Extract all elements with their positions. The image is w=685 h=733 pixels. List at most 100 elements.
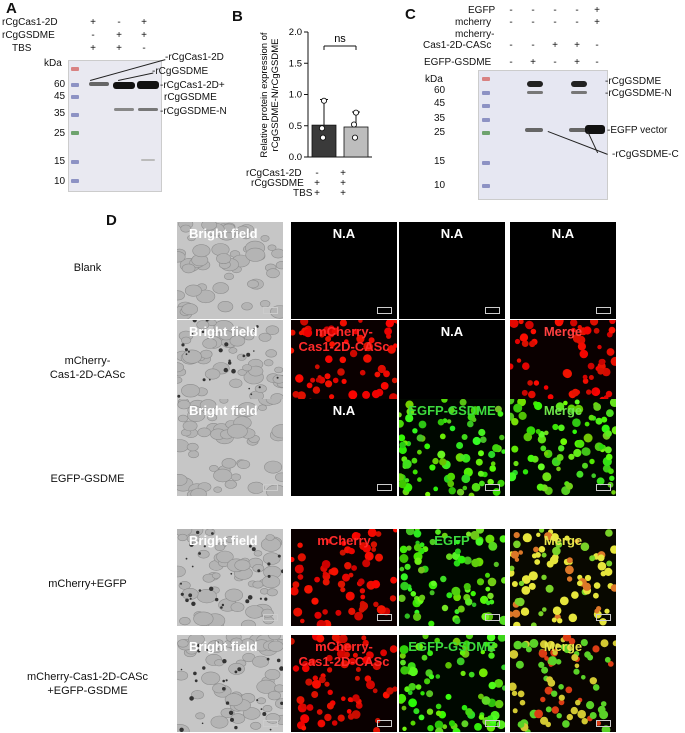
cell-outline [192, 244, 211, 258]
fluorescent-cell [300, 320, 309, 326]
fluorescent-cell [536, 483, 544, 491]
fluorescent-cell [547, 656, 557, 666]
fluorescent-cell [368, 337, 375, 344]
cell-outline [271, 248, 283, 259]
scale-bar [485, 484, 500, 491]
fluorescent-cell [364, 675, 372, 682]
band-label: -rCgCas1-2D+ [160, 80, 225, 91]
fluorescent-cell [600, 639, 609, 648]
fluorescent-cell [577, 325, 582, 330]
fluorescent-cell [480, 649, 485, 655]
fluorescent-cell [547, 394, 554, 400]
cell-outline [228, 663, 245, 675]
cell-outline [193, 611, 214, 626]
scale-bar [596, 720, 611, 727]
dark-spot [269, 728, 272, 731]
fluorescent-cell [456, 657, 465, 666]
fluorescent-cell [456, 442, 464, 449]
cell-texture [177, 635, 283, 732]
fluorescent-cell [391, 377, 397, 384]
fluorescent-cell [497, 635, 505, 642]
cell-outline [236, 225, 250, 236]
cell-outline [275, 261, 283, 270]
dark-spot [225, 679, 228, 682]
fluorescent-cell [588, 414, 595, 421]
fluorescent-cell [596, 720, 601, 726]
fluorescent-cell [404, 563, 411, 570]
fluorescent-cell [400, 659, 406, 666]
egfp-channel-label: EGFP-GSDME [408, 639, 496, 654]
fluorescent-cell [560, 438, 568, 446]
fluorescent-cell [449, 425, 456, 432]
fluorescent-cell [325, 355, 333, 363]
row-label: mCherry-Cas1-2D-CASc +EGFP-GSDME [26, 671, 149, 697]
dark-spot [234, 670, 238, 674]
fluorescent-cell [501, 449, 505, 454]
cell-outline [197, 427, 211, 438]
sign: + [594, 5, 600, 16]
merge-channel-label: Merge [543, 639, 583, 654]
fluorescent-cell [518, 320, 524, 325]
fluorescent-cell [400, 581, 409, 591]
dark-spot [258, 386, 261, 389]
fluorescent-cell [325, 380, 333, 388]
sign: + [90, 17, 96, 28]
fluorescent-cell [422, 635, 429, 640]
fluorescent-cell [374, 371, 381, 378]
merge-channel-image: Merge [510, 529, 616, 626]
cell-outline [229, 378, 243, 388]
fluorescent-cell [408, 683, 416, 691]
fluorescent-cell [571, 654, 579, 661]
sign: + [594, 17, 600, 28]
fluorescent-cell [329, 394, 335, 400]
fluorescent-cell [322, 571, 328, 577]
fluorescent-cell [576, 335, 586, 345]
cell-outline [229, 335, 246, 347]
cell-outline [216, 253, 232, 264]
fluorescent-cell [519, 333, 529, 342]
cell-outline [223, 272, 234, 281]
scale-bar [485, 307, 500, 314]
cell-texture [510, 635, 616, 732]
cell-outline [225, 536, 236, 543]
fluorescent-cell [582, 462, 588, 469]
fluorescent-cell [581, 718, 588, 725]
dark-spot [206, 648, 209, 651]
fluorescent-cell [566, 713, 573, 721]
egfp-channel-label: EGFP [434, 533, 470, 548]
panel-c-row-label: mcherry- [455, 29, 495, 40]
egfp-channel-label: N.A [440, 324, 464, 339]
fluorescent-cell [571, 327, 576, 333]
fluorescent-cell [557, 618, 563, 624]
fluorescent-cell [399, 594, 406, 602]
panel-d-letter: D [106, 212, 117, 229]
cell-outline [204, 368, 221, 380]
dark-spot [189, 696, 194, 701]
fluorescent-cell [586, 701, 595, 710]
fluorescent-cell [385, 320, 394, 328]
fluorescent-cell [594, 608, 600, 614]
fluorescent-cell [371, 580, 381, 589]
fluorescent-cell [584, 651, 591, 658]
fluorescent-cell [574, 538, 580, 544]
fluorescent-cell [533, 546, 539, 553]
fluorescent-cell [424, 443, 431, 450]
dark-spot [222, 659, 227, 664]
panel-c-row-label: Cas1-2D-CASc [423, 40, 492, 51]
fluorescent-cell [545, 721, 551, 728]
fluorescent-cell [604, 567, 613, 576]
dark-spot [205, 320, 209, 322]
fluorescent-cell [399, 554, 409, 563]
scale-bar [263, 720, 278, 727]
fluorescent-cell [536, 532, 541, 537]
fluorescent-cell [366, 680, 375, 690]
fluorescent-cell [302, 664, 310, 673]
cell-outline [202, 338, 218, 349]
ladder-band [482, 77, 490, 81]
sign: - [509, 40, 513, 51]
egfp-channel-image: EGFP-GSDME [399, 635, 505, 732]
fluorescent-cell [521, 575, 531, 584]
panel-b-row-label: rCgCas1-2D [246, 168, 302, 179]
cell-outline [214, 639, 224, 646]
fluorescent-cell [353, 328, 359, 335]
